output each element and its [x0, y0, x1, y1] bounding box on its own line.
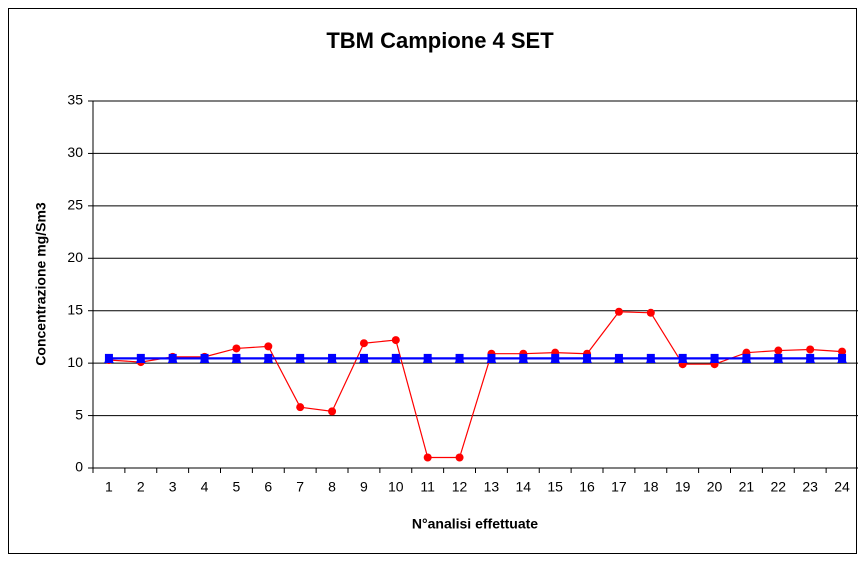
x-tick-label: 14 [516, 479, 532, 495]
y-axis-title: Concentrazione mg/Sm3 [33, 202, 49, 366]
x-tick-label: 16 [579, 479, 595, 495]
x-tick-label: 7 [296, 479, 304, 495]
x-tick-label: 13 [484, 479, 500, 495]
data-point [391, 336, 400, 345]
data-point [677, 353, 688, 363]
data-point [103, 353, 114, 363]
data-point [296, 403, 305, 412]
data-point [454, 353, 465, 363]
data-point [423, 453, 432, 462]
x-tick-label: 10 [388, 479, 404, 495]
y-tick-label: 30 [67, 144, 83, 160]
y-tick-label: 10 [67, 354, 83, 370]
x-tick-label: 15 [547, 479, 563, 495]
x-tick-label: 4 [201, 479, 209, 495]
data-point [518, 353, 529, 363]
x-tick-label: 8 [328, 479, 336, 495]
data-point [264, 342, 273, 351]
y-tick-label: 5 [75, 406, 83, 422]
data-point [199, 353, 210, 363]
y-tick-label: 25 [67, 197, 83, 213]
data-point [327, 353, 338, 363]
data-point [806, 345, 815, 354]
data-point [837, 353, 848, 363]
data-point [135, 353, 146, 363]
x-tick-label: 9 [360, 479, 368, 495]
x-tick-label: 5 [233, 479, 241, 495]
data-point [645, 353, 656, 363]
data-point [838, 347, 847, 356]
data-point [614, 307, 623, 316]
data-point [328, 407, 337, 416]
data-point [773, 353, 784, 363]
x-tick-label: 19 [675, 479, 691, 495]
y-tick-label: 35 [67, 92, 83, 108]
x-tick-label: 6 [264, 479, 272, 495]
x-tick-label: 24 [834, 479, 850, 495]
data-point [646, 308, 655, 317]
data-point [455, 453, 464, 462]
x-tick-label: 12 [452, 479, 468, 495]
x-tick-label: 21 [739, 479, 755, 495]
data-point [774, 346, 783, 355]
chart-title: TBM Campione 4 SET [326, 28, 554, 53]
x-axis-title: N°analisi effettuate [412, 516, 538, 532]
data-point [358, 353, 369, 363]
data-point [359, 339, 368, 348]
x-tick-label: 2 [137, 479, 145, 495]
data-point [167, 353, 178, 363]
y-tick-label: 0 [75, 459, 83, 475]
x-tick-label: 1 [105, 479, 113, 495]
series-line [108, 311, 843, 459]
data-point [613, 353, 624, 363]
data-point [390, 353, 401, 363]
x-tick-label: 18 [643, 479, 659, 495]
data-point [232, 344, 241, 353]
data-point [741, 353, 752, 363]
data-point [582, 353, 593, 363]
chart-frame [8, 8, 857, 554]
y-tick-label: 20 [67, 249, 83, 265]
data-point [486, 353, 497, 363]
x-tick-label: 23 [802, 479, 818, 495]
x-tick-label: 22 [771, 479, 787, 495]
x-tick-label: 11 [420, 479, 435, 495]
data-point [422, 353, 433, 363]
data-point [231, 353, 242, 363]
data-point [295, 353, 306, 363]
x-tick-label: 20 [707, 479, 723, 495]
x-tick-label: 3 [169, 479, 177, 495]
data-point [805, 353, 816, 363]
data-point [263, 353, 274, 363]
y-tick-label: 15 [67, 301, 83, 317]
x-tick-label: 17 [611, 479, 627, 495]
data-point [709, 353, 720, 363]
data-point [550, 353, 561, 363]
